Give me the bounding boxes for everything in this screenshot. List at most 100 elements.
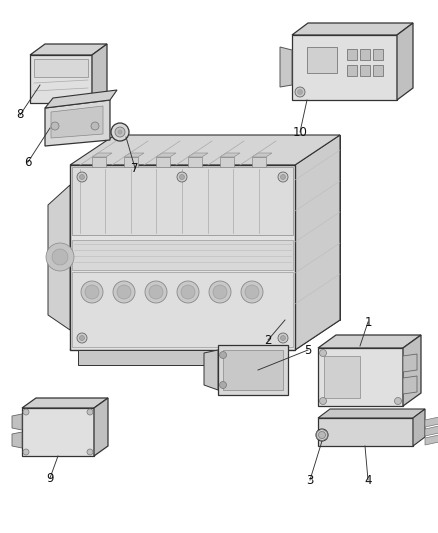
Circle shape — [278, 333, 288, 343]
Bar — [373, 65, 383, 76]
Polygon shape — [280, 47, 292, 87]
Polygon shape — [307, 47, 337, 73]
Circle shape — [118, 130, 122, 134]
Polygon shape — [252, 157, 266, 167]
Circle shape — [111, 123, 129, 141]
Circle shape — [80, 174, 85, 180]
Polygon shape — [72, 272, 293, 347]
Circle shape — [219, 382, 226, 389]
Text: 4: 4 — [364, 473, 372, 487]
Bar — [347, 49, 357, 60]
Polygon shape — [220, 153, 240, 157]
Polygon shape — [70, 135, 340, 165]
Circle shape — [245, 285, 259, 299]
Polygon shape — [292, 23, 413, 35]
Circle shape — [318, 432, 325, 439]
Circle shape — [177, 172, 187, 182]
Text: 2: 2 — [264, 334, 272, 346]
Circle shape — [213, 285, 227, 299]
Polygon shape — [318, 409, 425, 418]
Circle shape — [319, 350, 326, 357]
Bar — [360, 65, 370, 76]
Text: 1: 1 — [364, 316, 372, 328]
Text: 6: 6 — [24, 156, 32, 168]
Circle shape — [180, 174, 184, 180]
Polygon shape — [92, 44, 107, 103]
Circle shape — [319, 398, 326, 405]
Polygon shape — [413, 409, 425, 446]
Polygon shape — [51, 106, 103, 138]
Polygon shape — [425, 417, 438, 427]
Circle shape — [23, 449, 29, 455]
Circle shape — [85, 285, 99, 299]
Circle shape — [181, 285, 195, 299]
Polygon shape — [78, 350, 287, 365]
Polygon shape — [34, 59, 88, 77]
Polygon shape — [156, 153, 176, 157]
Polygon shape — [45, 90, 117, 108]
Circle shape — [77, 333, 87, 343]
Polygon shape — [252, 153, 272, 157]
Polygon shape — [12, 414, 22, 430]
Polygon shape — [30, 44, 107, 55]
Bar — [360, 49, 370, 60]
Polygon shape — [403, 354, 417, 372]
Polygon shape — [425, 426, 438, 436]
Circle shape — [77, 172, 87, 182]
Polygon shape — [70, 320, 340, 350]
Polygon shape — [403, 335, 421, 406]
Polygon shape — [45, 100, 110, 146]
Circle shape — [23, 409, 29, 415]
Circle shape — [241, 281, 263, 303]
Circle shape — [149, 285, 163, 299]
Polygon shape — [115, 135, 340, 320]
Polygon shape — [156, 157, 170, 167]
Polygon shape — [12, 432, 22, 448]
Text: 3: 3 — [306, 473, 314, 487]
Polygon shape — [403, 376, 417, 394]
Circle shape — [113, 281, 135, 303]
Polygon shape — [318, 418, 413, 446]
Circle shape — [219, 351, 226, 359]
Polygon shape — [30, 55, 92, 103]
Polygon shape — [425, 435, 438, 445]
Polygon shape — [92, 157, 106, 167]
Circle shape — [280, 174, 286, 180]
Polygon shape — [218, 345, 288, 395]
Circle shape — [87, 449, 93, 455]
Text: 9: 9 — [46, 472, 54, 484]
Polygon shape — [22, 408, 94, 456]
Circle shape — [395, 398, 402, 405]
Polygon shape — [72, 167, 293, 235]
Circle shape — [295, 87, 305, 97]
Polygon shape — [220, 157, 234, 167]
Circle shape — [145, 281, 167, 303]
Polygon shape — [204, 350, 218, 390]
Text: 8: 8 — [16, 109, 24, 122]
Circle shape — [91, 122, 99, 130]
Bar — [373, 49, 383, 60]
Text: 7: 7 — [131, 161, 139, 174]
Polygon shape — [72, 240, 293, 270]
Circle shape — [177, 281, 199, 303]
Polygon shape — [318, 335, 421, 348]
Polygon shape — [124, 157, 138, 167]
Circle shape — [115, 127, 125, 137]
Bar — [347, 65, 357, 76]
Polygon shape — [324, 356, 360, 398]
Polygon shape — [292, 35, 397, 100]
Polygon shape — [188, 157, 202, 167]
Circle shape — [87, 409, 93, 415]
Polygon shape — [188, 153, 208, 157]
Circle shape — [316, 429, 328, 441]
Polygon shape — [22, 398, 108, 408]
Circle shape — [278, 172, 288, 182]
Text: 5: 5 — [304, 343, 312, 357]
Polygon shape — [397, 23, 413, 100]
Polygon shape — [223, 350, 283, 390]
Polygon shape — [124, 153, 144, 157]
Circle shape — [80, 335, 85, 341]
Circle shape — [117, 285, 131, 299]
Circle shape — [297, 90, 303, 94]
Polygon shape — [70, 165, 295, 350]
